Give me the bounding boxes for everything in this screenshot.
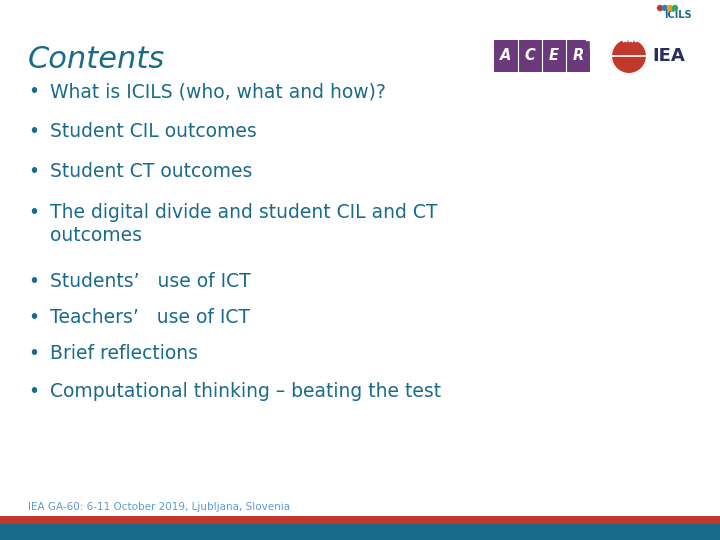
Text: IEA: IEA <box>652 47 685 65</box>
Text: •: • <box>28 308 39 327</box>
Text: IEA GA-60: 6-11 October 2019, Ljubljana, Slovenia: IEA GA-60: 6-11 October 2019, Ljubljana,… <box>28 502 290 512</box>
Text: •: • <box>28 272 39 291</box>
Text: Student CIL outcomes: Student CIL outcomes <box>50 122 257 141</box>
Text: Contents: Contents <box>28 45 166 74</box>
Bar <box>0 516 720 524</box>
Circle shape <box>662 5 667 10</box>
Text: •: • <box>28 162 39 181</box>
Text: •: • <box>28 82 39 101</box>
Circle shape <box>667 5 672 10</box>
Bar <box>0 524 720 540</box>
Text: R: R <box>572 49 584 64</box>
Text: •: • <box>28 382 39 401</box>
Text: E: E <box>549 49 559 64</box>
Text: Computational thinking – beating the test: Computational thinking – beating the tes… <box>50 382 441 401</box>
Circle shape <box>657 5 662 10</box>
Text: Students’   use of ICT: Students’ use of ICT <box>50 272 251 291</box>
Circle shape <box>611 38 647 74</box>
Text: Teachers’   use of ICT: Teachers’ use of ICT <box>50 308 250 327</box>
Circle shape <box>672 5 678 10</box>
Text: A: A <box>500 49 512 64</box>
Text: Student CT outcomes: Student CT outcomes <box>50 162 253 181</box>
Text: •: • <box>28 122 39 141</box>
Text: •: • <box>28 344 39 363</box>
Text: C: C <box>525 49 536 64</box>
FancyBboxPatch shape <box>494 40 590 72</box>
Text: The digital divide and student CIL and CT
outcomes: The digital divide and student CIL and C… <box>50 203 438 245</box>
Text: ICILS: ICILS <box>664 10 692 20</box>
Text: Brief reflections: Brief reflections <box>50 344 198 363</box>
Text: •: • <box>28 203 39 222</box>
Text: What is ICILS (who, what and how)?: What is ICILS (who, what and how)? <box>50 82 386 101</box>
